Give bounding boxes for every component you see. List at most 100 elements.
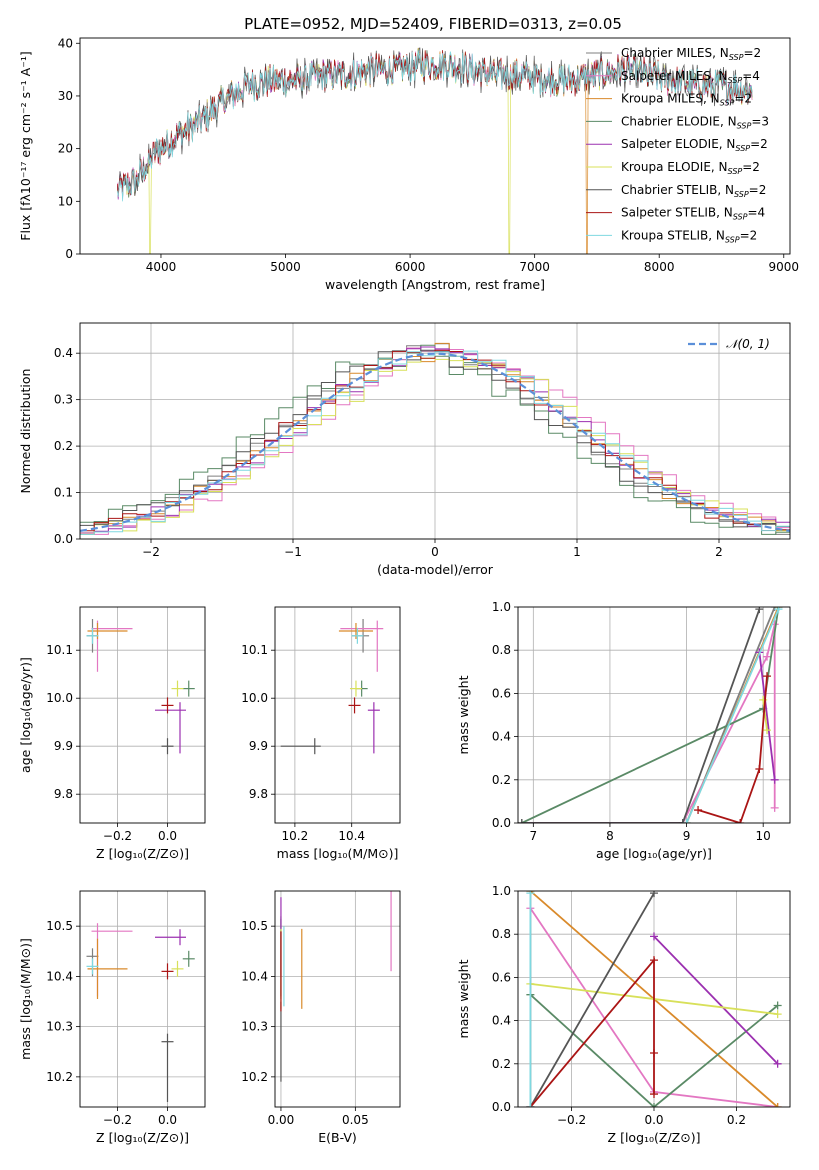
legend-label-main: Kroupa MILES, N	[621, 92, 720, 106]
mass-weight-series-line	[685, 608, 780, 823]
legend-label-sub: SSP	[735, 144, 750, 153]
legend-label: Salpeter STELIB, NSSP=4	[621, 206, 765, 222]
y-tick-label: 10.3	[241, 1020, 268, 1034]
y-axis-label: mass weight	[456, 959, 471, 1038]
plot-area	[280, 619, 384, 755]
mass-weight-marker	[650, 1049, 658, 1057]
y-tick-label: 1.0	[492, 600, 511, 614]
y-tick-label: 0.8	[492, 927, 511, 941]
figure-title: PLATE=0952, MJD=52409, FIBERID=0313, z=0…	[244, 15, 622, 33]
y-tick-label: 0	[65, 247, 73, 261]
histogram-step-line	[80, 357, 790, 535]
x-tick-label: 9000	[768, 260, 799, 274]
legend-label-tail: =2	[750, 137, 768, 151]
mass-weight-series-line	[758, 652, 776, 780]
legend-label-main: Salpeter MILES, N	[621, 69, 728, 83]
legend-label: Kroupa STELIB, NSSP=2	[621, 228, 757, 244]
y-tick-label: 10.5	[241, 919, 268, 933]
x-tick-label: 2	[715, 545, 723, 559]
y-tick-label: 20	[58, 142, 73, 156]
y-tick-label: 10.5	[46, 919, 73, 933]
legend-label-sub: SSP	[737, 121, 752, 130]
legend-label: Salpeter ELODIE, NSSP=2	[621, 137, 768, 153]
y-tick-label: 10.0	[46, 691, 73, 705]
y-tick-label: 0.4	[492, 1014, 511, 1028]
mass-weight-marker	[518, 819, 526, 823]
mass-weight-series-line	[521, 608, 761, 823]
x-tick-label: 10.4	[338, 829, 365, 843]
x-tick-label: 8	[606, 829, 614, 843]
grid-lines	[275, 607, 400, 823]
y-tick-label: 0.0	[54, 532, 73, 546]
y-tick-label: 40	[58, 36, 73, 50]
y-tick-label: 10.2	[46, 1070, 73, 1084]
y-tick-label: 1.0	[492, 884, 511, 898]
histogram-step-line	[80, 350, 790, 535]
axes-frame	[274, 606, 401, 824]
plot-area	[86, 619, 195, 755]
mass-vs-metallicity-axes: −0.2 0.0 10.2 10.3 10.4 10.5 Z [log₁₀(Z/Z⊙)] ma…	[18, 890, 206, 1145]
mass-weight-marker	[736, 819, 745, 823]
y-tick-label: 10.1	[241, 643, 268, 657]
x-tick-label: −0.2	[103, 829, 132, 843]
plot-area	[80, 342, 790, 535]
x-axis-label: Z [log₁₀(Z/Z⊙)]	[608, 1130, 701, 1145]
mass-weight-marker	[763, 672, 772, 681]
legend-label-main: Chabrier ELODIE, N	[621, 114, 737, 128]
x-tick-label: 0.05	[342, 1113, 369, 1127]
x-tick-label: 5000	[270, 260, 301, 274]
x-axis-label: age [log₁₀(age/yr)]	[596, 846, 712, 861]
axes-frame	[274, 890, 401, 1108]
mass-weight-marker	[774, 607, 783, 614]
y-tick-label: 10	[58, 194, 73, 208]
y-tick-label: 0.2	[492, 1057, 511, 1071]
legend-label: Kroupa MILES, NSSP=2	[621, 92, 752, 108]
plot-area	[117, 47, 753, 254]
legend-label: Salpeter MILES, NSSP=4	[621, 69, 760, 85]
grid-lines	[275, 891, 400, 1107]
y-tick-label: 0.4	[54, 346, 73, 360]
spectrum-series-line	[117, 50, 753, 202]
mass-weight-marker	[755, 765, 764, 773]
y-tick-label: 0.6	[492, 686, 511, 700]
legend-label-sub: SSP	[729, 53, 744, 62]
legend-label-tail: =3	[751, 114, 769, 128]
mass-vs-ebv-axes: 0.00 0.05 10.2 10.3 10.4 10.5 E(B-V)	[241, 890, 401, 1145]
x-tick-label: 4000	[146, 260, 177, 274]
x-tick-label: 1	[573, 545, 581, 559]
y-axis-label: mass [log₁₀(M/M⊙)]	[18, 938, 33, 1060]
gaussian-reference-curve	[80, 352, 790, 532]
x-tick-label: −0.2	[557, 1113, 586, 1127]
mass-weight-marker	[650, 956, 658, 965]
legend-label: Chabrier ELODIE, NSSP=3	[621, 114, 769, 130]
x-tick-label: 8000	[644, 260, 675, 274]
x-tick-label: 9	[683, 829, 691, 843]
mass-weight-marker	[650, 1103, 658, 1107]
mass-weight-marker	[763, 652, 772, 661]
mass-weight-series-line	[529, 957, 655, 1107]
axes-frame	[79, 890, 206, 1108]
y-axis-label: age [log₁₀(age/yr)]	[18, 657, 33, 773]
mass-weight-series-line	[529, 892, 655, 1107]
residual-histogram-axes: −2 −1 0 1 2 0.0 0.1 0.2 0.3 0.4 (data-model)/error…	[18, 322, 791, 577]
x-tick-label: 10	[756, 829, 771, 843]
legend-label: Kroupa ELODIE, NSSP=2	[621, 160, 760, 176]
x-tick-label: 0.00	[268, 1113, 295, 1127]
y-tick-label: 10.4	[46, 969, 73, 983]
y-tick-label: 0.3	[54, 393, 73, 407]
y-axis-label: Normed distribution	[18, 369, 33, 494]
mass-weight-marker	[755, 607, 764, 614]
plot-area	[280, 891, 392, 1082]
x-tick-label: 0	[431, 545, 439, 559]
axes-frame	[79, 322, 791, 540]
y-tick-label: 10.3	[46, 1020, 73, 1034]
mass-weight-marker	[678, 819, 687, 823]
y-tick-label: 0.4	[492, 730, 511, 744]
mass-weight-series-line	[521, 607, 780, 823]
x-tick-label: −0.2	[103, 1113, 132, 1127]
y-tick-label: 0.2	[492, 773, 511, 787]
y-tick-label: 0.8	[492, 643, 511, 657]
y-tick-label: 30	[58, 89, 73, 103]
